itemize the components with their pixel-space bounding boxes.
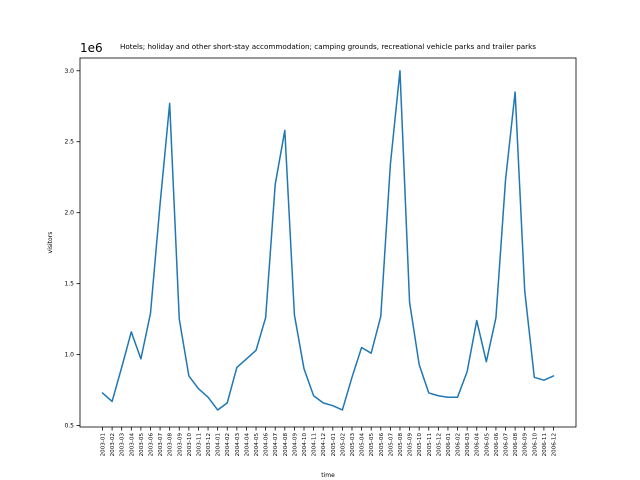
x-tick-label: 2005-07 bbox=[388, 433, 394, 457]
x-tick-label: 2004-02 bbox=[225, 433, 231, 456]
x-tick-label: 2004-10 bbox=[302, 433, 308, 457]
x-tick-label: 2003-04 bbox=[129, 433, 135, 457]
y-tick-label: 3.0 bbox=[64, 68, 74, 75]
x-tick-label: 2005-06 bbox=[379, 433, 385, 457]
x-axis: 2003-01 2003-02 2003-03 2003-04 2003-05 2003-… bbox=[101, 427, 558, 456]
y-tick-label: 0.5 bbox=[64, 423, 74, 430]
x-tick-label: 2006-09 bbox=[523, 433, 529, 457]
x-tick-label: 2005-08 bbox=[398, 433, 404, 457]
x-tick-label: 2003-02 bbox=[110, 433, 116, 456]
y-tick-label: 2.0 bbox=[64, 210, 74, 217]
plot-frame bbox=[79, 57, 577, 428]
x-tick-label: 2006-02 bbox=[456, 433, 462, 456]
x-tick-label: 2006-01 bbox=[446, 433, 452, 457]
x-tick-label: 2005-10 bbox=[417, 433, 423, 457]
chart-title: Hotels; holiday and other short-stay acc… bbox=[120, 42, 536, 51]
x-tick-label: 2003-10 bbox=[187, 433, 193, 457]
x-tick-label: 2006-11 bbox=[542, 433, 548, 457]
x-tick-label: 2005-11 bbox=[427, 433, 433, 457]
y-tick-label: 1.5 bbox=[64, 281, 74, 288]
y-axis: 0.5 1.0 1.5 2.0 2.5 3.0 bbox=[64, 68, 80, 430]
x-tick-label: 2006-08 bbox=[513, 433, 519, 457]
x-tick-label: 2004-07 bbox=[273, 433, 279, 457]
x-tick-label: 2006-05 bbox=[484, 433, 490, 457]
x-tick-label: 2003-06 bbox=[148, 433, 154, 457]
x-tick-label: 2003-01 bbox=[101, 433, 107, 457]
x-tick-label: 2004-09 bbox=[292, 433, 298, 457]
x-tick-label: 2006-12 bbox=[552, 433, 558, 456]
x-tick-label: 2003-11 bbox=[196, 433, 202, 457]
series-line bbox=[101, 70, 555, 411]
x-tick-label: 2006-03 bbox=[465, 433, 471, 457]
x-tick-label: 2003-08 bbox=[168, 433, 174, 457]
x-tick-label: 2003-12 bbox=[206, 433, 212, 456]
y-tick-label: 2.5 bbox=[64, 139, 74, 146]
x-tick-label: 2003-03 bbox=[120, 433, 126, 457]
y-offset-label: 1e6 bbox=[80, 41, 103, 55]
x-tick-label: 2006-04 bbox=[475, 433, 481, 457]
x-tick-label: 2004-04 bbox=[244, 433, 250, 457]
x-tick-label: 2003-05 bbox=[139, 433, 145, 457]
x-tick-label: 2005-01 bbox=[331, 433, 337, 457]
x-tick-label: 2004-06 bbox=[264, 433, 270, 457]
x-tick-label: 2006-06 bbox=[494, 433, 500, 457]
x-tick-label: 2004-12 bbox=[321, 433, 327, 456]
x-tick-label: 2005-04 bbox=[360, 433, 366, 457]
x-tick-label: 2005-12 bbox=[436, 433, 442, 456]
x-tick-label: 2004-01 bbox=[216, 433, 222, 457]
x-tick-label: 2004-03 bbox=[235, 433, 241, 457]
x-tick-label: 2003-09 bbox=[177, 433, 183, 457]
x-tick-label: 2005-09 bbox=[408, 433, 414, 457]
x-tick-label: 2006-10 bbox=[532, 433, 538, 457]
y-axis-label: visitors bbox=[47, 232, 54, 254]
x-axis-label: time bbox=[321, 472, 335, 479]
x-tick-label: 2006-07 bbox=[504, 433, 510, 457]
x-tick-label: 2003-07 bbox=[158, 433, 164, 457]
y-tick-label: 1.0 bbox=[64, 352, 74, 359]
x-tick-label: 2005-03 bbox=[350, 433, 356, 457]
x-tick-label: 2005-02 bbox=[340, 433, 346, 456]
x-tick-label: 2005-05 bbox=[369, 433, 375, 457]
x-tick-label: 2004-05 bbox=[254, 433, 260, 457]
x-tick-label: 2004-11 bbox=[312, 433, 318, 457]
x-tick-label: 2004-08 bbox=[283, 433, 289, 457]
